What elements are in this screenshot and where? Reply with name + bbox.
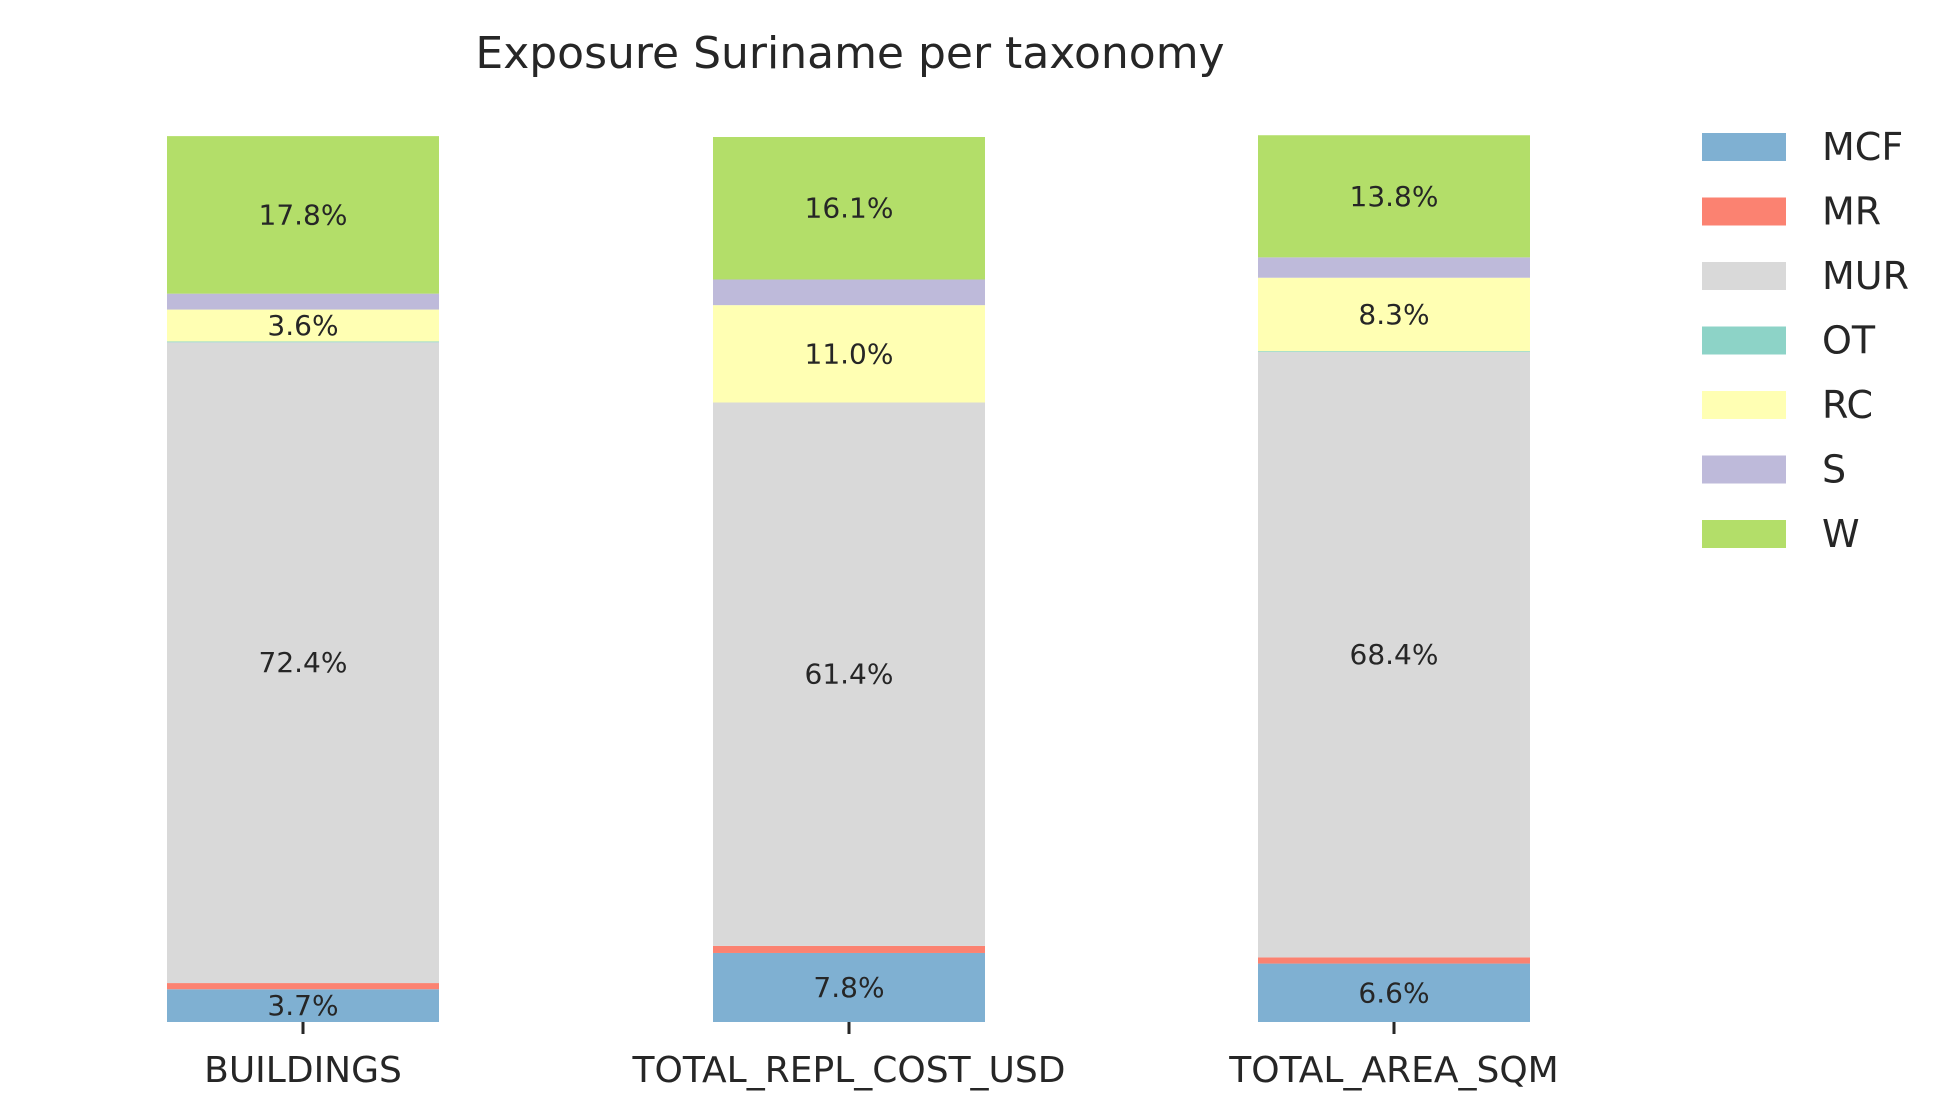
data-label-mur-buildings: 72.4%: [259, 646, 348, 679]
bar-segment-ot-buildings: [167, 341, 439, 343]
data-label-rc-total_repl_cost_usd: 11.0%: [805, 337, 894, 370]
bar-segment-mr-total_area_sqm: [1258, 957, 1530, 964]
bars: [167, 135, 1530, 1022]
bar-segment-s-total_area_sqm: [1258, 257, 1530, 278]
x-axis: BUILDINGS TOTAL_REPL_COST_USD TOTAL_AREA_S…: [204, 1022, 1559, 1091]
bar-segment-rc-buildings: [167, 309, 439, 342]
legend-swatch-w: [1702, 520, 1786, 548]
bar-segment-mcf-total_repl_cost_usd: [713, 952, 985, 1022]
x-tick-label: TOTAL_AREA_SQM: [1228, 1050, 1558, 1091]
bar-segment-mr-buildings: [167, 983, 439, 990]
bar-segment-mcf-buildings: [167, 989, 439, 1022]
legend-label-mr: MR: [1822, 190, 1881, 234]
legend-label-rc: RC: [1822, 383, 1873, 427]
bar-segment-ot-total_area_sqm: [1258, 351, 1530, 353]
legend: MCF MR MUR OT RC SW: [1702, 125, 1909, 556]
data-label-mcf-total_area_sqm: 6.6%: [1358, 976, 1429, 1009]
legend-label-s: S: [1822, 448, 1846, 492]
bar-segment-rc-total_area_sqm: [1258, 277, 1530, 352]
bar-segment-s-total_repl_cost_usd: [713, 279, 985, 306]
bar-segment-w-total_area_sqm: [1258, 135, 1530, 258]
bar-segment-mur-total_area_sqm: [1258, 352, 1530, 958]
x-tick-label: TOTAL_REPL_COST_USD: [632, 1050, 1066, 1091]
chart-title: Exposure Suriname per taxonomy: [475, 28, 1224, 79]
legend-label-mcf: MCF: [1822, 125, 1903, 169]
data-label-mcf-buildings: 3.7%: [267, 989, 338, 1022]
data-label-w-total_area_sqm: 13.8%: [1350, 180, 1439, 213]
data-label-rc-buildings: 3.6%: [267, 309, 338, 342]
bar-segment-mur-buildings: [167, 342, 439, 984]
data-label-rc-total_area_sqm: 8.3%: [1358, 298, 1429, 331]
bar-segment-w-total_repl_cost_usd: [713, 137, 985, 280]
data-label-w-buildings: 17.8%: [259, 198, 348, 231]
data-label-mur-total_area_sqm: 68.4%: [1350, 638, 1439, 671]
legend-label-w: W: [1822, 512, 1860, 556]
legend-label-ot: OT: [1822, 319, 1876, 363]
legend-swatch-mr: [1702, 197, 1786, 226]
legend-label-mur: MUR: [1822, 254, 1909, 298]
bar-segment-w-buildings: [167, 136, 439, 294]
legend-swatch-mur: [1702, 262, 1786, 290]
data-label-mur-total_repl_cost_usd: 61.4%: [805, 658, 894, 691]
legend-swatch-ot: [1702, 326, 1786, 355]
bar-segment-s-buildings: [167, 293, 439, 310]
x-tick-label: BUILDINGS: [204, 1050, 402, 1091]
bar-segment-mur-total_repl_cost_usd: [713, 402, 985, 946]
data-label-mcf-total_repl_cost_usd: 7.8%: [813, 971, 884, 1004]
bar-segment-rc-total_repl_cost_usd: [713, 305, 985, 403]
data-label-w-total_repl_cost_usd: 16.1%: [805, 192, 894, 225]
legend-swatch-mcf: [1702, 133, 1786, 161]
legend-swatch-rc: [1702, 391, 1786, 419]
bar-segment-mcf-total_area_sqm: [1258, 963, 1530, 1022]
data-labels: 3.7% 72.4% 3.6% 17.8% 7.8% 61.4% 11.0% 16.1% 6.6…: [259, 180, 1439, 1022]
legend-swatch-s: [1702, 455, 1786, 484]
bar-segment-mr-total_repl_cost_usd: [713, 945, 985, 953]
